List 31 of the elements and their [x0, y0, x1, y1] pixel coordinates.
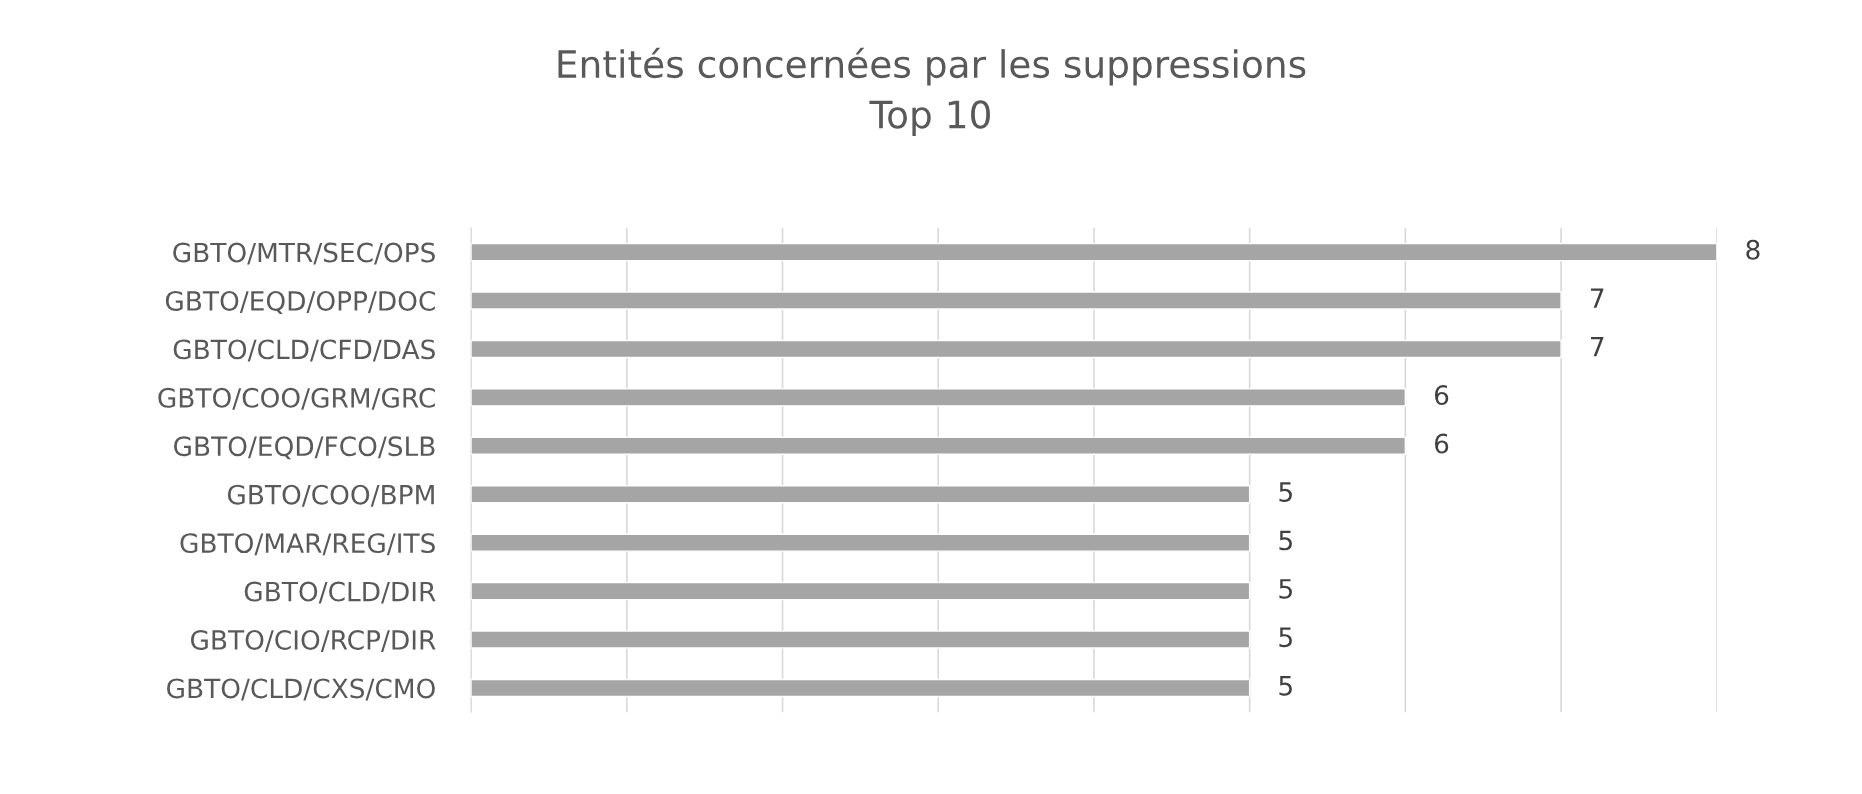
data-label: 8 — [1746, 239, 1760, 260]
data-label: 5 — [1279, 579, 1292, 599]
bar — [471, 242, 1717, 262]
chart-title: Entités concernées par les suppressions Top 10 — [558, 47, 1306, 136]
bar — [471, 678, 1251, 698]
y-tick-label: GBTO/MAR/REG/ITS — [180, 533, 435, 556]
bar — [471, 339, 1562, 359]
data-label: 5 — [1279, 676, 1292, 696]
bar — [471, 581, 1251, 601]
y-tick-label: GBTO/MTR/SEC/OPS — [173, 242, 435, 265]
y-tick-label: GBTO/CLD/CFD/DAS — [173, 339, 435, 362]
data-label: 5 — [1279, 627, 1292, 648]
bar — [471, 388, 1407, 407]
y-tick-label: GBTO/COO/BPM — [227, 484, 434, 507]
bar — [471, 630, 1251, 649]
data-label: 5 — [1279, 530, 1292, 551]
bar — [471, 436, 1407, 456]
data-label: 5 — [1279, 482, 1292, 502]
y-tick-label: GBTO/CIO/RCP/DIR — [190, 630, 436, 653]
bar — [471, 533, 1251, 552]
y-tick-label: GBTO/EQD/OPP/DOC — [165, 290, 435, 314]
data-label: 7 — [1591, 288, 1604, 308]
y-tick-label: GBTO/COO/GRM/GRC — [158, 387, 435, 410]
bar — [471, 485, 1251, 504]
y-tick-label: GBTO/CLD/DIR — [244, 581, 436, 604]
bar — [471, 291, 1562, 310]
y-tick-label: GBTO/EQD/FCO/SLB — [174, 436, 435, 460]
data-label: 6 — [1434, 385, 1449, 406]
data-label: 6 — [1434, 433, 1449, 454]
data-label: 7 — [1591, 337, 1604, 357]
y-tick-label: GBTO/CLD/CXS/CMO — [167, 678, 435, 701]
